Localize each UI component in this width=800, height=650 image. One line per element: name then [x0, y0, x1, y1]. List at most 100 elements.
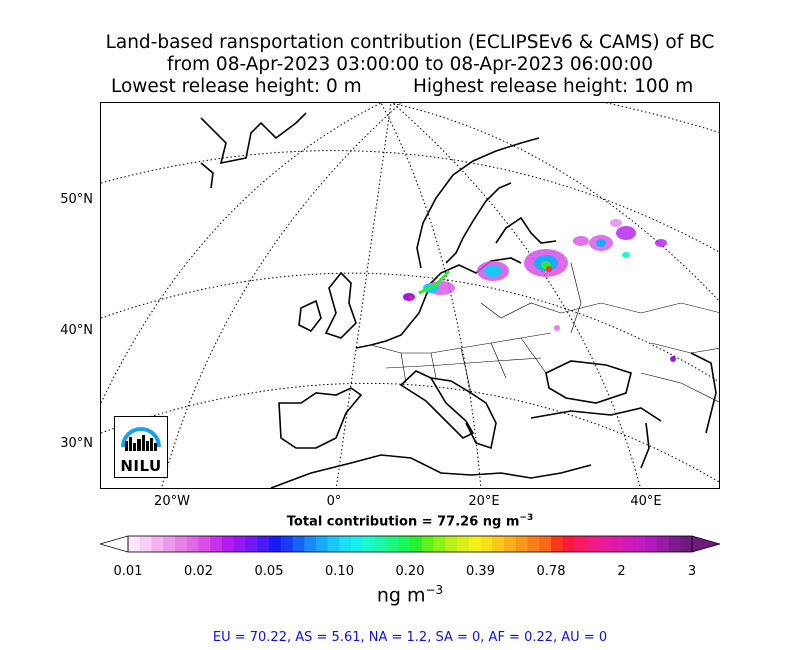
- parallel-30n: [101, 382, 719, 483]
- concentration-field: [403, 219, 676, 362]
- colorbar-cell: [645, 536, 658, 552]
- colorbar-cell: [304, 536, 317, 552]
- africa-coast: [270, 454, 592, 488]
- italy-coast: [399, 370, 475, 439]
- colorbar-cell: [186, 536, 199, 552]
- colorbar-cell: [163, 536, 176, 552]
- colorbar-cell: [233, 536, 246, 552]
- colorbar-cell: [410, 536, 423, 552]
- logo-graphic: [121, 427, 161, 451]
- colorbar-cell: [280, 536, 293, 552]
- map-canvas: [101, 103, 719, 488]
- colorbar-cell: [316, 536, 329, 552]
- colorbar-frame: [127, 535, 693, 553]
- black-sea-coast: [545, 360, 632, 404]
- total-contribution-exponent: −3: [519, 513, 534, 523]
- title-lowest-height: Lowest release height: 0 m: [111, 76, 362, 97]
- colorbar-cell: [327, 536, 340, 552]
- colorbar-cell: [339, 536, 352, 552]
- colorbar-cell: [621, 536, 634, 552]
- colorbar-tick-label: 0.05: [254, 564, 284, 579]
- colorbar-cell: [504, 536, 517, 552]
- colorbar-cell: [656, 536, 669, 552]
- colorbar-cell: [257, 536, 270, 552]
- title-line-2: from 08-Apr-2023 03:00:00 to 08-Apr-2023…: [167, 54, 653, 75]
- colorbar-high-extension: [691, 535, 720, 553]
- parallel-50n: [101, 150, 719, 253]
- title-line-1: Land-based ransportation contribution (E…: [105, 32, 715, 53]
- colorbar-tick-label: 0.78: [536, 564, 566, 579]
- colorbar-cell: [386, 536, 399, 552]
- total-contribution: Total contribution = 77.26 ng m−3: [0, 513, 800, 529]
- colorbar-tick-label: 3: [687, 564, 697, 579]
- meridian-40e: [391, 103, 641, 488]
- colorbar-cell: [245, 536, 258, 552]
- colorbar-tick-label: 2: [617, 564, 626, 579]
- finland-coast: [495, 216, 557, 244]
- colorbar-cell: [128, 536, 141, 552]
- balkans-coast: [430, 377, 497, 450]
- colorbar-cell: [445, 536, 458, 552]
- colorbar-tick-label: 0.39: [466, 564, 495, 579]
- colorbar-cell: [574, 536, 587, 552]
- regional-contributions: EU = 70.22, AS = 5.61, NA = 1.2, SA = 0,…: [212, 630, 608, 645]
- colorbar-cell: [609, 536, 622, 552]
- coastlines: [200, 112, 717, 488]
- lon-label-0: 0°: [326, 494, 342, 509]
- colorbar-cell: [492, 536, 505, 552]
- colorbar-cell: [139, 536, 152, 552]
- colorbar-tick-label: 0.10: [325, 564, 354, 579]
- lon-label-20e: 20°E: [468, 494, 500, 509]
- colorbar-cell: [398, 536, 411, 552]
- colorbar-tick-label: 0.02: [184, 564, 213, 579]
- colorbar-cell: [198, 536, 211, 552]
- colorbar-cell: [457, 536, 470, 552]
- graticule: [101, 103, 719, 488]
- colorbar: [100, 535, 720, 553]
- meridian-10w: [101, 103, 382, 404]
- colorbar-cell: [633, 536, 646, 552]
- lon-label-40e: 40°E: [630, 494, 662, 509]
- uk-coast: [324, 271, 357, 339]
- colorbar-cell: [374, 536, 387, 552]
- greenland-coast: [200, 112, 307, 165]
- lon-label-20w: 20°W: [154, 494, 190, 509]
- colorbar-cell: [269, 536, 282, 552]
- total-contribution-text: Total contribution = 77.26 ng m: [286, 514, 520, 530]
- colorbar-tick-label: 0.20: [395, 564, 425, 579]
- colorbar-cell: [292, 536, 305, 552]
- colorbar-low-extension: [100, 535, 129, 553]
- colorbar-cell: [480, 536, 493, 552]
- europe-coast: [355, 257, 522, 349]
- ireland-coast: [298, 299, 322, 333]
- colorbar-cell: [668, 536, 681, 552]
- map-panel: [100, 102, 720, 489]
- colorbar-cell: [539, 536, 552, 552]
- colorbar-cell: [527, 536, 540, 552]
- parallel-40n: [101, 272, 719, 383]
- sweden-coast: [445, 182, 512, 264]
- caspian-coast: [690, 352, 717, 434]
- colorbar-cell: [421, 536, 434, 552]
- colorbar-tick-label: 0.01: [113, 564, 143, 579]
- country-borders: [370, 262, 719, 403]
- logo-text: NILU: [120, 457, 162, 475]
- colorbar-cell: [175, 536, 188, 552]
- colorbar-cell: [586, 536, 599, 552]
- lat-label-50n: 50°N: [60, 192, 93, 207]
- colorbar-cell: [551, 536, 564, 552]
- colorbar-cell: [151, 536, 164, 552]
- colorbar-cell: [598, 536, 611, 552]
- nilu-logo: NILU: [114, 416, 168, 478]
- iceland-coast: [200, 162, 214, 189]
- levant-coast: [640, 422, 650, 469]
- turkey-coast: [530, 407, 662, 422]
- colorbar-unit-exponent: −3: [425, 583, 444, 597]
- title-highest-height: Highest release height: 100 m: [413, 76, 694, 97]
- meridian-20e: [380, 103, 482, 488]
- colorbar-unit: ng m−3: [0, 583, 800, 606]
- lat-label-40n: 40°N: [60, 323, 93, 338]
- colorbar-cell: [222, 536, 235, 552]
- colorbar-cell: [351, 536, 364, 552]
- colorbar-cell: [363, 536, 376, 552]
